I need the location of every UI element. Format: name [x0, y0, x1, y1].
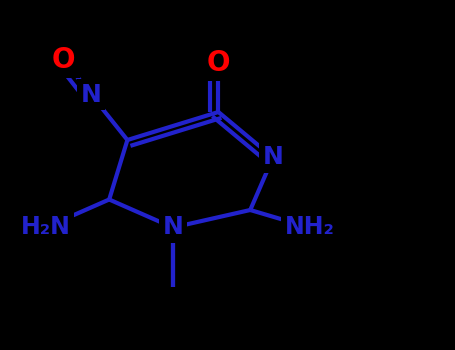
Text: NH₂: NH₂	[284, 216, 334, 239]
Text: O: O	[52, 46, 76, 74]
Text: N: N	[162, 216, 183, 239]
Text: H₂N: H₂N	[20, 216, 71, 239]
Text: N: N	[263, 146, 283, 169]
Text: O: O	[207, 49, 230, 77]
Text: N: N	[81, 83, 101, 106]
